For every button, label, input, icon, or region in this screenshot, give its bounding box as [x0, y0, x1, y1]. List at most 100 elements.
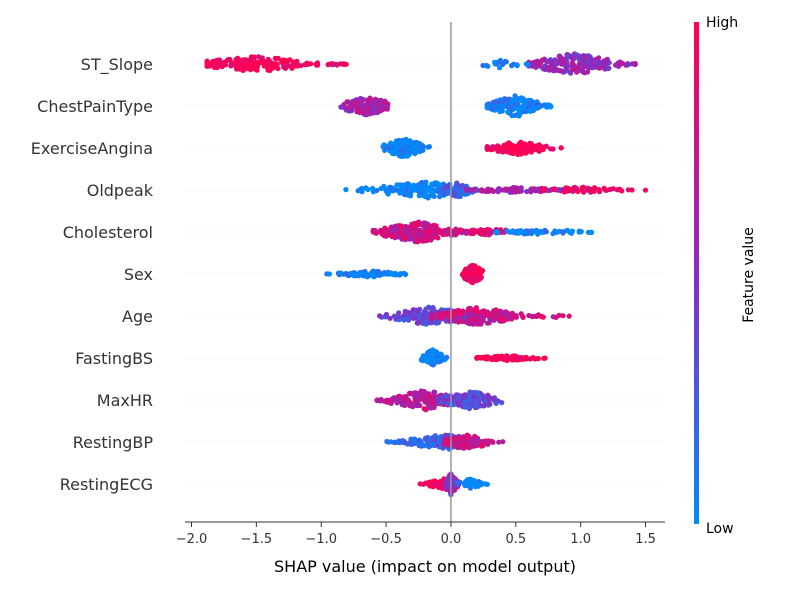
shap-point — [625, 62, 631, 68]
shap-point — [427, 355, 433, 361]
feature-label: RestingECG — [60, 475, 153, 494]
shap-point — [483, 62, 489, 69]
shap-point — [386, 271, 393, 277]
shap-point — [275, 55, 281, 62]
feature-row-points — [377, 304, 572, 327]
shap-point — [359, 270, 365, 276]
shap-point — [382, 229, 388, 235]
shap-point — [454, 481, 460, 487]
shap-point — [374, 102, 380, 108]
shap-point — [555, 229, 561, 235]
shap-point — [451, 318, 457, 324]
shap-point — [466, 393, 472, 399]
shap-point — [392, 270, 398, 276]
shap-point — [498, 99, 504, 105]
shap-point — [478, 443, 485, 449]
shap-point — [482, 232, 488, 238]
shap-point — [428, 313, 435, 319]
shap-point — [473, 440, 479, 446]
feature-row-points — [343, 179, 649, 201]
shap-point — [426, 144, 432, 150]
shap-point — [509, 63, 515, 69]
shap-point — [500, 317, 506, 323]
shap-point — [440, 231, 446, 237]
shap-point — [543, 143, 549, 149]
shap-point — [215, 63, 222, 69]
shap-point — [497, 109, 503, 115]
shap-point — [532, 356, 538, 362]
shap-point — [614, 187, 620, 193]
shap-point — [429, 234, 435, 240]
shap-point — [471, 186, 477, 192]
x-tick-label: 1.0 — [570, 532, 591, 547]
shap-point — [585, 69, 591, 75]
shap-point — [578, 229, 584, 235]
shap-point — [314, 61, 320, 67]
shap-point — [552, 57, 558, 63]
shap-point — [397, 272, 403, 278]
shap-point — [524, 188, 530, 195]
shap-point — [407, 439, 413, 446]
shap-point — [491, 188, 497, 194]
shap-point — [484, 102, 490, 108]
shap-point — [432, 433, 438, 439]
shap-point — [460, 183, 466, 189]
shap-point — [574, 69, 580, 75]
shap-point — [447, 188, 453, 194]
shap-point — [380, 99, 386, 105]
shap-point — [546, 66, 552, 72]
shap-point — [229, 62, 235, 68]
shap-point — [401, 312, 407, 318]
shap-point — [359, 102, 365, 108]
shap-point — [486, 396, 492, 402]
shap-point — [518, 151, 524, 157]
shap-point — [534, 187, 541, 193]
shap-point — [525, 61, 531, 67]
shap-point — [421, 220, 427, 226]
shap-point — [256, 54, 262, 60]
shap-point — [341, 101, 347, 108]
shap-point — [467, 311, 474, 318]
shap-point — [437, 314, 443, 321]
shap-point — [527, 107, 533, 113]
feature-label: MaxHR — [97, 391, 153, 410]
shap-point — [397, 152, 404, 158]
shap-point — [388, 140, 394, 146]
feature-row-points — [374, 388, 505, 413]
shap-point — [596, 55, 602, 61]
shap-point — [527, 140, 533, 146]
shap-point — [436, 194, 443, 200]
shap-point — [439, 189, 445, 195]
shap-point — [423, 407, 429, 413]
shap-point — [520, 96, 526, 102]
shap-point — [512, 93, 518, 99]
shap-point — [459, 318, 466, 325]
shap-point — [584, 58, 590, 64]
shap-point — [398, 140, 404, 146]
x-axis: −2.0 −1.5 −1.0 −0.5 0.0 0.5 1.0 1.5 — [176, 521, 665, 547]
shap-point — [559, 61, 565, 67]
shap-point — [474, 317, 480, 323]
feature-labels: ST_Slope ChestPainType ExerciseAngina Oldpe… — [31, 55, 154, 494]
colorbar: High Low Feature value — [694, 15, 757, 537]
shap-point — [429, 399, 435, 405]
shap-point — [484, 481, 490, 487]
colorbar-high-label: High — [706, 15, 738, 31]
shap-point — [565, 227, 571, 234]
shap-point — [619, 60, 626, 67]
shap-point — [326, 271, 332, 277]
shap-point — [542, 355, 548, 361]
shap-point — [422, 310, 428, 316]
shap-point — [361, 109, 367, 115]
shap-point — [419, 180, 425, 186]
shap-point — [433, 482, 439, 488]
shap-point — [412, 315, 418, 321]
x-tick-label: 0.5 — [505, 532, 526, 547]
shap-point — [536, 146, 542, 152]
shap-point — [595, 62, 602, 68]
shap-point — [588, 229, 594, 235]
shap-point — [430, 441, 436, 448]
shap-point — [416, 235, 422, 241]
feature-row-points — [384, 432, 506, 452]
shap-point — [514, 63, 520, 69]
